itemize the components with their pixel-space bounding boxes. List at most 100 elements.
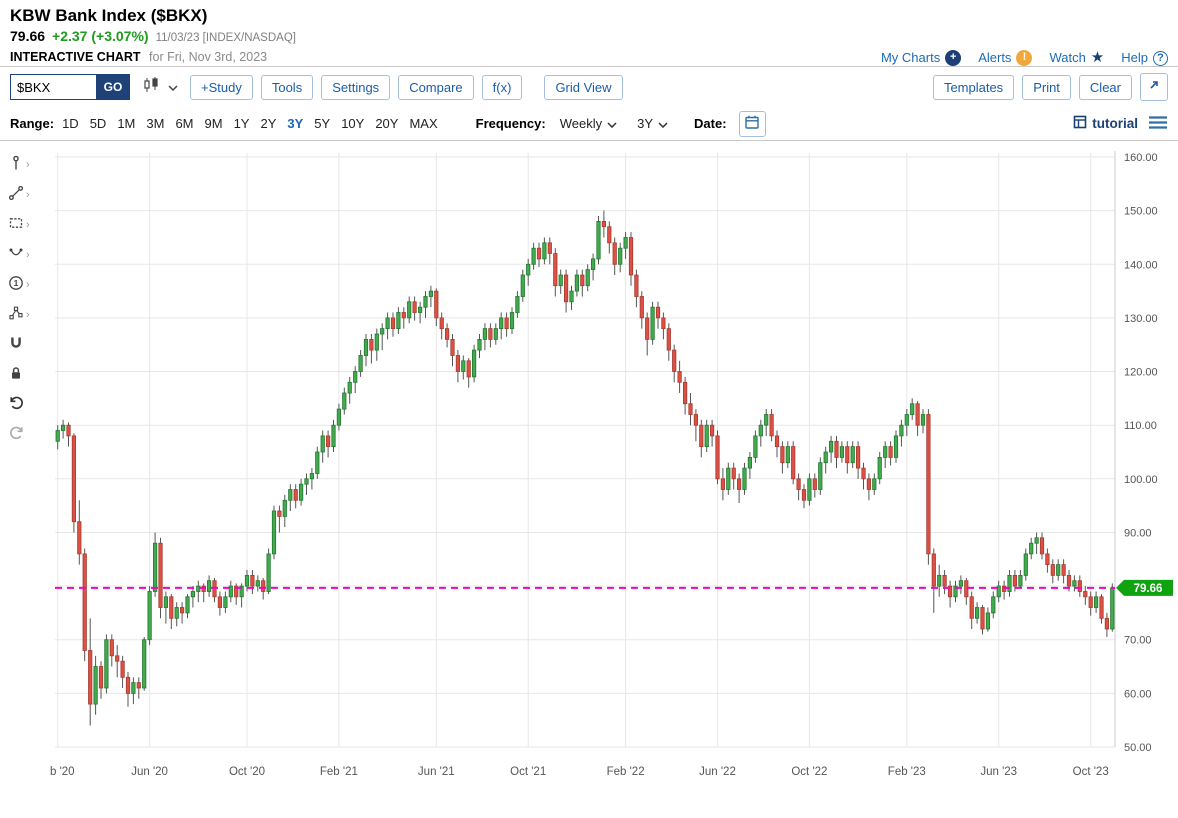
svg-text:90.00: 90.00 — [1124, 528, 1152, 540]
svg-text:Feb '22: Feb '22 — [607, 766, 645, 778]
range-label: Range: — [10, 116, 55, 131]
chart-region: › › › › 1 › › 160.00 150.00 140.00 130.00 120.00 11… — [0, 141, 1178, 818]
alerts-link[interactable]: Alerts! — [978, 48, 1033, 66]
shape-tool[interactable]: › — [8, 215, 46, 235]
f-x-button[interactable]: f(x) — [481, 74, 523, 100]
symbol-title: KBW Bank Index ($BKX) — [10, 6, 208, 25]
svg-text:Oct '22: Oct '22 — [791, 766, 827, 778]
redo[interactable] — [8, 425, 46, 445]
period-select[interactable]: 3Y — [637, 116, 668, 131]
chart-toolbar: GO +Study Tools Settings Compare f(x) Grid V… — [0, 67, 1178, 107]
frequency-value: Weekly — [559, 116, 603, 131]
svg-text:79.66: 79.66 — [1134, 583, 1163, 595]
range-option-5y[interactable]: 5Y — [314, 116, 331, 131]
svg-text:110.00: 110.00 — [1124, 420, 1157, 432]
watch-link[interactable]: Watch ★ — [1049, 50, 1104, 65]
range-option-2y[interactable]: 2Y — [260, 116, 277, 131]
header: KBW Bank Index ($BKX) 79.66 +2.37 (+3.07… — [0, 0, 1178, 66]
range-option-1d[interactable]: 1D — [62, 116, 79, 131]
pattern-tool[interactable]: › — [8, 305, 46, 325]
last-price: 79.66 — [10, 28, 46, 44]
chart-style-selector[interactable] — [142, 76, 178, 98]
range-bar: Range: 1D 5D 1M 3M 6M 9M 1Y 2Y 3Y 5Y 10Y 20Y MAX Fre… — [0, 107, 1178, 140]
grid-view-button[interactable]: Grid View — [544, 74, 623, 100]
range-option-10y[interactable]: 10Y — [341, 116, 365, 131]
chevron-right-icon: › — [26, 188, 30, 201]
annotation-toolbar: › › › › 1 › › — [8, 155, 46, 445]
svg-text:70.00: 70.00 — [1124, 635, 1152, 647]
range-option-6m[interactable]: 6M — [175, 116, 194, 131]
svg-text:Oct '20: Oct '20 — [229, 766, 265, 778]
range-option-1m[interactable]: 1M — [117, 116, 136, 131]
settings-button[interactable]: Settings — [321, 74, 391, 100]
watch-label: Watch — [1049, 49, 1086, 65]
left-button-group: +Study Tools Settings Compare f(x) — [190, 74, 523, 100]
magnet[interactable] — [8, 335, 46, 355]
trendline-tool-icon — [8, 185, 24, 206]
symbol-input[interactable] — [10, 74, 96, 100]
range-option-3m[interactable]: 3M — [146, 116, 165, 131]
menu-button[interactable] — [1148, 115, 1168, 133]
range-option-1y[interactable]: 1Y — [233, 116, 250, 131]
chevron-down-icon — [658, 116, 668, 131]
price-chart[interactable]: 160.00 150.00 140.00 130.00 120.00 110.00 100.… — [50, 145, 1178, 805]
my-charts-link[interactable]: My Charts + — [880, 48, 962, 66]
arc-tool[interactable]: › — [8, 245, 46, 265]
popout-button[interactable] — [1140, 73, 1168, 101]
range-option-max[interactable]: MAX — [409, 116, 438, 131]
svg-text:1: 1 — [14, 278, 19, 288]
trendline-tool[interactable]: › — [8, 185, 46, 205]
right-button-group: Templates Print Clear — [932, 74, 1132, 100]
range-option-3y[interactable]: 3Y — [287, 116, 304, 131]
chevron-down-icon — [607, 116, 617, 131]
frequency-select[interactable]: Weekly — [560, 116, 617, 131]
pattern-tool-icon — [8, 305, 24, 326]
plus-circle-icon: + — [945, 48, 962, 66]
clear-button[interactable]: Clear — [1078, 74, 1132, 100]
alert-icon: ! — [1016, 48, 1033, 66]
chart-date-label: for Fri, Nov 3rd, 2023 — [149, 50, 268, 64]
help-icon: ? — [1153, 49, 1168, 66]
number-annotation[interactable]: 1 › — [8, 275, 46, 295]
interactive-chart-label: INTERACTIVE CHART — [10, 50, 141, 64]
templates-button[interactable]: Templates — [932, 74, 1015, 100]
study-button[interactable]: +Study — [190, 74, 253, 100]
range-option-5d[interactable]: 5D — [89, 116, 107, 131]
range-option-9m[interactable]: 9M — [204, 116, 223, 131]
range-option-20y[interactable]: 20Y — [375, 116, 399, 131]
hamburger-icon — [1148, 115, 1168, 133]
arc-tool-icon — [8, 245, 24, 266]
my-charts-label: My Charts — [880, 49, 941, 65]
annotation-tool[interactable]: › — [8, 155, 46, 175]
header-links: My Charts + Alerts! Watch ★ Help? — [881, 48, 1168, 66]
popout-arrow-icon — [1147, 78, 1161, 97]
grid — [55, 151, 1116, 748]
go-button[interactable]: GO — [96, 74, 130, 100]
tutorial-link[interactable]: tutorial — [1073, 115, 1138, 132]
print-button[interactable]: Print — [1022, 74, 1071, 100]
star-icon: ★ — [1090, 48, 1105, 66]
help-label: Help — [1121, 49, 1148, 65]
last-price-label: 79.66 — [1116, 579, 1173, 596]
svg-text:Feb '21: Feb '21 — [320, 766, 358, 778]
calendar-icon — [744, 114, 760, 133]
chart-caption: INTERACTIVE CHART for Fri, Nov 3rd, 2023 — [10, 48, 267, 66]
undo[interactable] — [8, 395, 46, 415]
chevron-right-icon: › — [26, 308, 30, 321]
candles — [55, 210, 1115, 726]
date-picker-button[interactable] — [738, 110, 766, 137]
svg-text:150.00: 150.00 — [1124, 206, 1158, 218]
chevron-right-icon: › — [26, 248, 30, 261]
svg-text:Jun '21: Jun '21 — [418, 766, 455, 778]
redo-icon — [8, 424, 25, 446]
lock[interactable] — [8, 365, 46, 385]
svg-text:Feb '23: Feb '23 — [888, 766, 926, 778]
help-link[interactable]: Help? — [1121, 49, 1168, 66]
undo-icon — [8, 394, 25, 416]
rangebar-right-group: tutorial — [1073, 115, 1168, 133]
chevron-right-icon: › — [26, 218, 30, 231]
price-change: +2.37 (+3.07%) — [52, 28, 149, 44]
compare-button[interactable]: Compare — [398, 74, 474, 100]
tools-button[interactable]: Tools — [260, 74, 314, 100]
